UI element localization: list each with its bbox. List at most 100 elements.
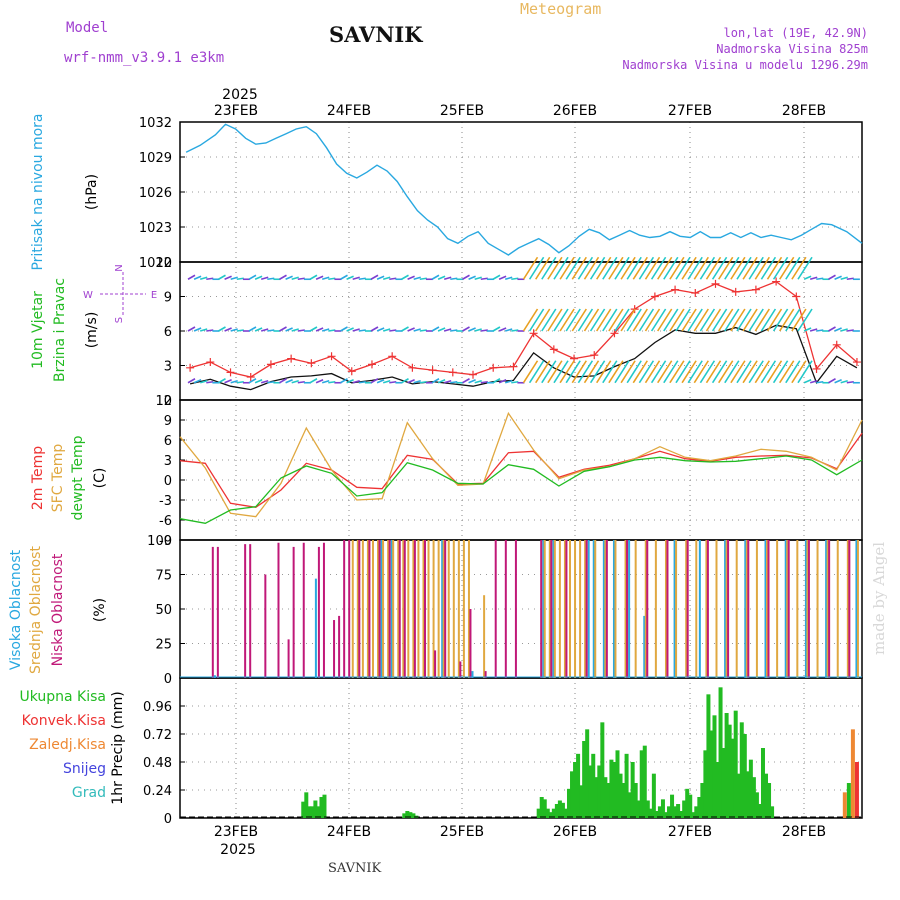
wind-arrow: [632, 256, 648, 280]
wind-arrow: [596, 360, 612, 384]
wind-arrow: [809, 379, 818, 384]
cloud-bar: [483, 595, 486, 678]
precip-bar: [542, 799, 547, 818]
cloud-bar: [855, 540, 858, 678]
wind-arrow: [791, 360, 807, 384]
precip-bar: [721, 748, 726, 818]
cloud-bar: [587, 540, 590, 678]
cloud-bar: [338, 615, 341, 678]
wind-arrow: [498, 275, 507, 280]
wind-arrow: [779, 360, 795, 384]
ytick-label: -3: [159, 494, 172, 509]
ylabel-temp-unit: (C): [92, 468, 108, 489]
wind-arrow: [748, 256, 764, 280]
cloud-bar: [452, 540, 455, 678]
wind-arrow: [206, 277, 214, 281]
wind-arrow: [803, 327, 812, 332]
gust-marker: [650, 292, 659, 301]
cloud-bar: [382, 540, 385, 678]
temp-line-1: [179, 432, 863, 508]
precip-bar: [691, 812, 696, 818]
cloud-bar: [417, 540, 420, 678]
wind-arrow: [541, 256, 557, 280]
wind-arrow: [340, 274, 348, 280]
wind-arrow: [462, 274, 470, 280]
wind-arrow: [577, 308, 594, 332]
wind-arrow: [565, 360, 581, 384]
cloud-bar: [457, 540, 460, 678]
gust-marker: [671, 285, 680, 294]
wind-arrow: [468, 379, 476, 384]
wind-arrow: [382, 328, 391, 332]
wind-arrow: [260, 379, 269, 384]
precip-bar: [703, 750, 708, 818]
wind-arrow: [565, 308, 581, 332]
footer-station-name: SAVNIK: [328, 861, 382, 876]
gust-marker: [691, 289, 700, 298]
wind-arrow: [742, 360, 758, 384]
cloud-bar: [361, 540, 364, 678]
wind-arrow: [760, 308, 777, 332]
wind-arrow: [632, 308, 648, 332]
cloud-bar: [585, 540, 588, 678]
legend-5: Grad: [72, 785, 106, 801]
wind-arrow: [358, 380, 366, 384]
ytick-label: 0.96: [143, 700, 172, 715]
cloud-bar: [211, 546, 214, 678]
wind-arrow: [498, 327, 507, 332]
xtick-bottom-label: 25FEB: [440, 824, 484, 840]
cloud-bar: [467, 540, 470, 678]
cloud-bar: [387, 540, 390, 678]
cloud-bar: [356, 540, 359, 678]
wind-arrow: [480, 277, 488, 281]
precip-bar: [679, 811, 684, 818]
chart-kind: Meteogram: [520, 0, 602, 18]
wind-arrow: [522, 308, 539, 332]
wind-arrow: [206, 329, 214, 332]
precip-bar: [709, 730, 714, 818]
cloud-bar: [675, 540, 678, 678]
gust-marker: [408, 363, 417, 372]
cloud-bar: [558, 540, 561, 678]
precip-bar: [676, 804, 681, 818]
wind-arrow: [522, 256, 539, 280]
wind-arrow: [291, 328, 299, 332]
wind-arrow: [675, 308, 691, 332]
ylabel-t2m: 2m Temp: [30, 446, 46, 510]
cloud-bar: [469, 609, 472, 678]
cloud-bar: [388, 540, 391, 678]
wind-arrow: [340, 326, 348, 332]
wind-arrow: [511, 277, 519, 281]
wind-arrow: [718, 256, 734, 280]
wind-arrow: [724, 308, 740, 332]
ylabel-dewpt: dewpt Temp: [70, 435, 86, 520]
wind-arrow: [693, 360, 709, 384]
wind-arrow: [620, 308, 636, 332]
wind-arrow: [705, 360, 722, 384]
ytick-label: 1023: [139, 221, 172, 236]
xtick-top-label: 27FEB: [668, 103, 712, 119]
cloud-bar: [368, 540, 371, 678]
wind-arrow: [736, 256, 752, 280]
wind-arrow: [730, 256, 746, 280]
wind-arrow: [809, 328, 818, 332]
cloud-bar: [594, 540, 597, 678]
cloud-bar: [715, 540, 718, 678]
panel-4: 0 25 50 75 100: [147, 534, 863, 687]
ytick-label: 0: [164, 394, 172, 409]
wind-arrow: [480, 380, 488, 384]
cloud-bar: [264, 574, 267, 678]
cloud-bar: [826, 540, 829, 678]
wind-arrow: [571, 360, 587, 384]
wind-arrow: [748, 308, 764, 332]
wind-arrow: [535, 360, 551, 384]
wind-arrow: [291, 379, 299, 384]
cloud-bar: [553, 540, 556, 678]
wind-arrow: [583, 256, 600, 280]
precip-bar: [548, 812, 553, 818]
wind-arrow: [632, 360, 648, 384]
wind-arrow: [437, 379, 446, 384]
wind-arrow: [267, 329, 275, 332]
wind-arrow: [352, 276, 360, 281]
cloud-bar: [380, 540, 383, 678]
